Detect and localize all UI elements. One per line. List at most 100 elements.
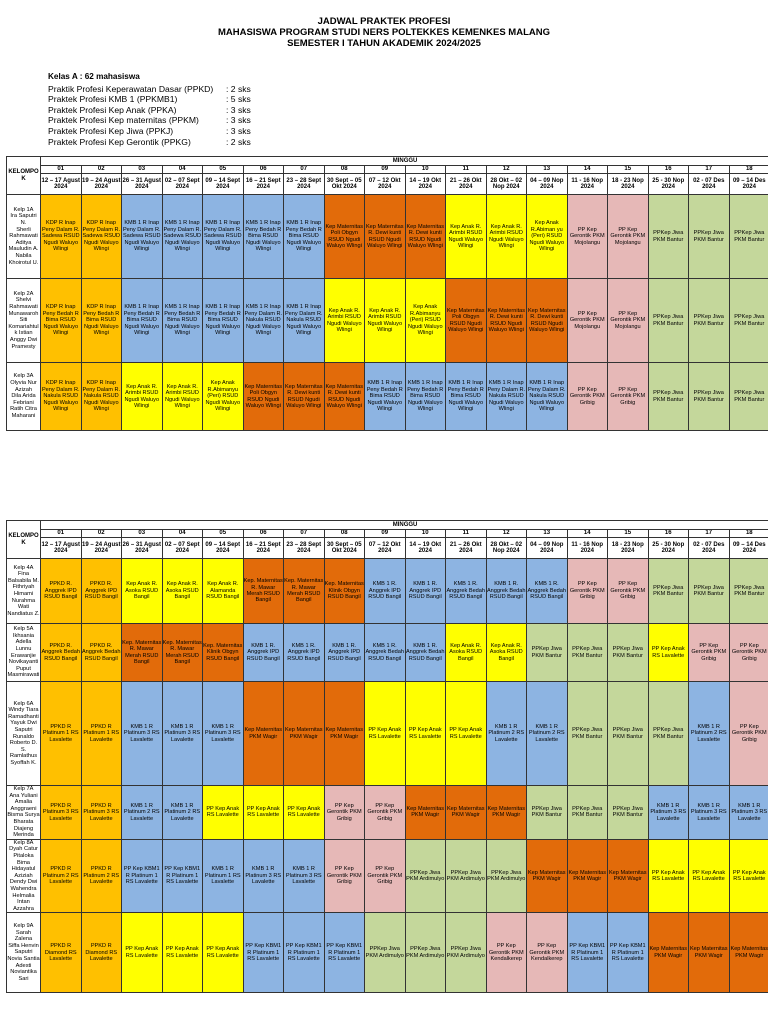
schedule-cell: PPKep Jiwa PKM Bantur bbox=[728, 558, 768, 624]
schedule-cell: Kep Anak R. Asoka RSUD Bangil bbox=[445, 623, 487, 682]
praktek-sks: : 5 sks bbox=[226, 94, 251, 105]
schedule-cell: Kep Maternitas PKM Wagir bbox=[242, 681, 284, 786]
group-member: Ramlathus Syoffah K. bbox=[9, 753, 38, 766]
schedule-cell: Kep Maternitas Poli Obgyn RSUD Ngudi Wal… bbox=[445, 278, 487, 363]
group-member: Helmalia Intan Azzahra bbox=[12, 892, 35, 912]
schedule-cell: Kep Anak R. Arimbi RSUD Ngudi Waluyo Wli… bbox=[445, 194, 487, 279]
group-member: Amalia Anggraeni bbox=[10, 799, 37, 812]
schedule-cell: PPKD R Diamond RS Lavalette bbox=[80, 912, 122, 994]
group-member: Siffa Henvin Saputri bbox=[8, 942, 39, 956]
schedule-cell: Kep Maternitas Poli Obgyn RSUD Ngudi Wal… bbox=[242, 362, 284, 431]
schedule-cell: Kep Maternitas PKM Wagir bbox=[283, 681, 325, 786]
week-number: 17 bbox=[688, 165, 730, 174]
praktek-info: Kelas A : 62 mahasiswa Praktik Profesi K… bbox=[48, 72, 251, 147]
group-cell: Kelp 2A Shelvi Rahmawati Munawaroh Siti Kom… bbox=[6, 278, 41, 363]
schedule-cell: KMB 1 R. Anggrek IPD RSUD Bangil bbox=[283, 623, 325, 682]
schedule-cell: KMB 1 R Platinum 3 RS Lavalette bbox=[688, 785, 730, 840]
week-number: 09 bbox=[364, 529, 406, 538]
week-date: 14 – 19 Okt 2024 bbox=[404, 537, 446, 559]
week-date: 16 – 21 Sept 2024 bbox=[242, 173, 284, 195]
schedule-cell: PPKep Jiwa PKM Ardimulyo bbox=[364, 912, 406, 994]
week-number: 18 bbox=[728, 165, 768, 174]
schedule-cell: PP Kep Anak RS Lavalette bbox=[364, 681, 406, 786]
schedule-cell: PPKD R Platinum 1 RS Lavalette bbox=[80, 681, 122, 786]
schedule-cell: KMB 1 R Platinum 2 RS Lavalette bbox=[485, 681, 527, 786]
week-date: 19 – 24 Agust 2024 bbox=[80, 173, 122, 195]
schedule-cell: Kep. Maternitas R. Mawar Merah RSUD Bang… bbox=[242, 558, 284, 624]
schedule-cell: PPKep Jiwa PKM Bantur bbox=[647, 558, 689, 624]
schedule-cell: KMB 1 R. Anggrek Bedah RSUD Bangil bbox=[485, 558, 527, 624]
schedule-cell: Kep Maternitas Poli Obgyn RSUD Ngudi Wal… bbox=[323, 194, 365, 279]
schedule-cell: PPKep Jiwa PKM Bantur bbox=[728, 362, 768, 431]
praktek-item: Praktek Profesi KMB 1 (PPKMB1): 5 sks bbox=[48, 94, 251, 105]
week-number: 08 bbox=[323, 165, 365, 174]
week-number: 14 bbox=[566, 529, 608, 538]
schedule-cell: KMB 1 R. Anggrek Bedah RSUD Bangil bbox=[404, 623, 446, 682]
group-member: Dendy Dwi Wahendra bbox=[9, 879, 38, 892]
group-member: Dyah Catur Pitaloka bbox=[9, 846, 38, 859]
group-name: Kelp 3A bbox=[13, 373, 34, 380]
schedule-cell: Kep Maternitas PKM Wagir bbox=[404, 785, 446, 840]
schedule-cell: PP Kep Anak RS Lavalette bbox=[404, 681, 446, 786]
schedule-cell: PPKD R Platinum 3 RS Lavalette bbox=[80, 785, 122, 840]
praktek-sks: : 3 sks bbox=[226, 125, 251, 136]
schedule-cell: PPKD R. Anggrek Bedah RSUD Bangil bbox=[80, 623, 122, 682]
schedule-cell: PP Kep Anak RS Lavalette bbox=[242, 785, 284, 840]
group-member: Ana Yuliani bbox=[9, 792, 38, 799]
schedule-cell: KMB 1 R Platinum 1 RS Lavalette bbox=[202, 838, 244, 914]
schedule-cell: Kep Maternitas PKM Wagir bbox=[526, 838, 568, 914]
week-number: 16 bbox=[647, 165, 689, 174]
week-number: 05 bbox=[202, 165, 244, 174]
schedule-cell: PP Kep KBM1 R Platinum 1 RS Lavalette bbox=[242, 912, 284, 994]
group-member: Nabila Khoirotul U. bbox=[8, 252, 39, 266]
group-member: Munawaroh bbox=[8, 310, 39, 317]
schedule-cell: PP Kep Anak RS Lavalette bbox=[445, 681, 487, 786]
week-date: 02 – 07 Sept 2024 bbox=[161, 537, 203, 559]
doc-title-line-2: MAHASISWA PROGRAM STUDI NERS POLTEKKES K… bbox=[218, 27, 550, 38]
praktek-name: Praktik Profesi Keperawatan Dasar (PPKD) bbox=[48, 83, 214, 94]
schedule-cell: PPKep Jiwa PKM Bantur bbox=[728, 194, 768, 279]
week-date: 21 – 26 Okt 2024 bbox=[445, 537, 487, 559]
schedule-cell: KDP R Inap Peny Dalam R. Sadewa RSUD Ngu… bbox=[40, 194, 82, 279]
doc-title-line-3: SEMESTER I TAHUN AKADEMIK 2024/2025 bbox=[287, 38, 481, 49]
week-number: 03 bbox=[121, 165, 163, 174]
week-date: 30 Sept – 05 Okt 2024 bbox=[323, 537, 365, 559]
minggu-header: MINGGU bbox=[39, 156, 768, 166]
praktek-name: Praktek Profesi Kep Anak (PPKA) bbox=[48, 104, 177, 115]
schedule-cell: Kep Maternitas PKM Wagir bbox=[607, 838, 649, 914]
kelas-label: Kelas A : 62 mahasiswa bbox=[48, 72, 140, 81]
schedule-cell: KMB 1 R Platinum 3 RS Lavalette bbox=[647, 785, 689, 840]
schedule-cell: PP Kep Gerontik PKM Gribig bbox=[728, 681, 768, 786]
schedule-cell: KMB 1 R Platinum 2 RS Lavalette bbox=[688, 681, 730, 786]
praktek-item: Praktek Profesi Kep Anak (PPKA): 3 sks bbox=[48, 105, 251, 116]
schedule-cell: Kep Maternitas PKM Wagir bbox=[445, 785, 487, 840]
group-member: Fithriyah Himami bbox=[12, 584, 35, 597]
schedule-cell: PPKep Jiwa PKM Bantur bbox=[688, 558, 730, 624]
schedule-cell: PPKep Jiwa PKM Bantur bbox=[688, 194, 730, 279]
schedule-cell: PPKep Jiwa PKM Bantur bbox=[728, 278, 768, 363]
schedule-cell: PP Kep Gerontik PKM Mojolangu bbox=[566, 194, 608, 279]
week-date: 26 – 31 Agust 2024 bbox=[121, 173, 163, 195]
schedule-cell: KMB 1 R Platinum 3 RS Lavalette bbox=[202, 681, 244, 786]
schedule-cell: PPKep Jiwa PKM Bantur bbox=[647, 681, 689, 786]
schedule-cell: Kep Maternitas PKM Wagir bbox=[688, 912, 730, 994]
schedule-cell: PP Kep KBM1 R Platinum 1 RS Lavalette bbox=[566, 912, 608, 994]
schedule-cell: Kep Anak R. Arimbi RSUD Ngudi Waluyo Wli… bbox=[121, 362, 163, 431]
schedule-table-2: KELOMPOK MINGGU 01 02 03 04 05 06 07 08 09 10 11 12 13… bbox=[6, 520, 768, 994]
schedule-cell: PPKep Jiwa PKM Bantur bbox=[566, 681, 608, 786]
week-number: 12 bbox=[485, 529, 527, 538]
week-number: 13 bbox=[526, 529, 568, 538]
week-date: 09 – 14 Des 2024 bbox=[728, 173, 768, 195]
week-date: 28 Okt – 02 Nop 2024 bbox=[485, 537, 527, 559]
schedule-cell: Kep Anak R.Abimanyu (Peri) RSUD Ngudi Wa… bbox=[202, 362, 244, 431]
week-date: 21 – 26 Okt 2024 bbox=[445, 173, 487, 195]
schedule-cell: KMB 1 R. Anggrek Bedah RSUD Bangil bbox=[526, 558, 568, 624]
schedule-cell: Kep Maternitas R. Dewi kunti RSUD Ngudi … bbox=[323, 362, 365, 431]
group-name: Kelp 1A bbox=[13, 206, 34, 213]
week-number: 12 bbox=[485, 165, 527, 174]
praktek-sks: : 2 sks bbox=[226, 83, 251, 94]
praktek-name: Praktek Profesi Kep Jiwa (PPKJ) bbox=[48, 125, 174, 136]
table-row: Kelp 5A Ikhsania Adella Lunnu Erawanjie Nov… bbox=[6, 623, 768, 682]
group-member: Aditya Mauludin A. bbox=[8, 239, 39, 253]
praktek-sks: : 3 sks bbox=[226, 115, 251, 126]
